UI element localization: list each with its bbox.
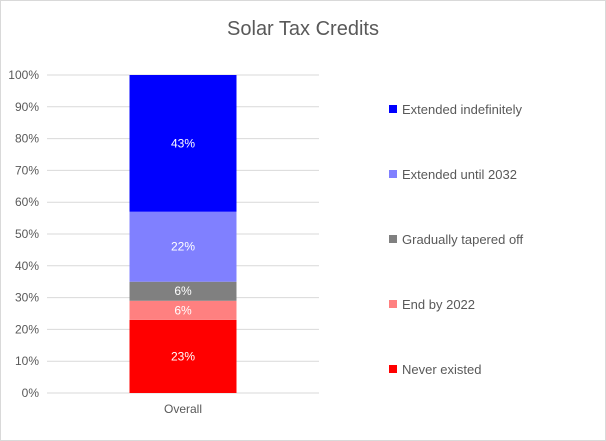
y-tick-label: 100% [8, 68, 39, 82]
data-label: 6% [174, 303, 192, 317]
bar-segment [129, 281, 237, 301]
y-tick-label: 40% [15, 259, 39, 273]
y-tick-label: 0% [22, 386, 40, 400]
legend-label: Extended until 2032 [402, 167, 517, 182]
data-label: 23% [171, 349, 195, 363]
bars: 23% 6% 6% 22% 43% [129, 75, 237, 393]
x-axis-categories: Overall [164, 402, 202, 416]
legend-swatch [389, 105, 397, 113]
y-tick-label: 60% [15, 195, 39, 209]
bar-segment [129, 319, 237, 393]
y-tick-label: 90% [15, 100, 39, 114]
bar-segment [129, 75, 237, 212]
legend-label: Never existed [402, 362, 481, 377]
data-label: 6% [174, 284, 192, 298]
y-tick-label: 80% [15, 132, 39, 146]
bar-segment [129, 300, 237, 320]
y-axis-ticks: 0% 10% 20% 30% 40% 50% 60% 70% 80% 90% 100% [8, 68, 39, 400]
bar-segment [129, 211, 237, 282]
y-tick-label: 70% [15, 163, 39, 177]
data-label: 43% [171, 136, 195, 150]
legend-swatch [389, 365, 397, 373]
legend-label: Extended indefinitely [402, 102, 522, 117]
legend-swatch [389, 235, 397, 243]
legend-swatch [389, 170, 397, 178]
y-tick-label: 30% [15, 291, 39, 305]
legend: Extended indefinitely Extended until 2032… [389, 102, 524, 377]
legend-label: Gradually tapered off [402, 232, 524, 247]
legend-swatch [389, 300, 397, 308]
chart-title: Solar Tax Credits [227, 18, 379, 40]
y-tick-label: 20% [15, 322, 39, 336]
legend-label: End by 2022 [402, 297, 475, 312]
y-tick-label: 10% [15, 354, 39, 368]
y-tick-label: 50% [15, 227, 39, 241]
x-category-label: Overall [164, 402, 202, 416]
data-label: 22% [171, 240, 195, 254]
